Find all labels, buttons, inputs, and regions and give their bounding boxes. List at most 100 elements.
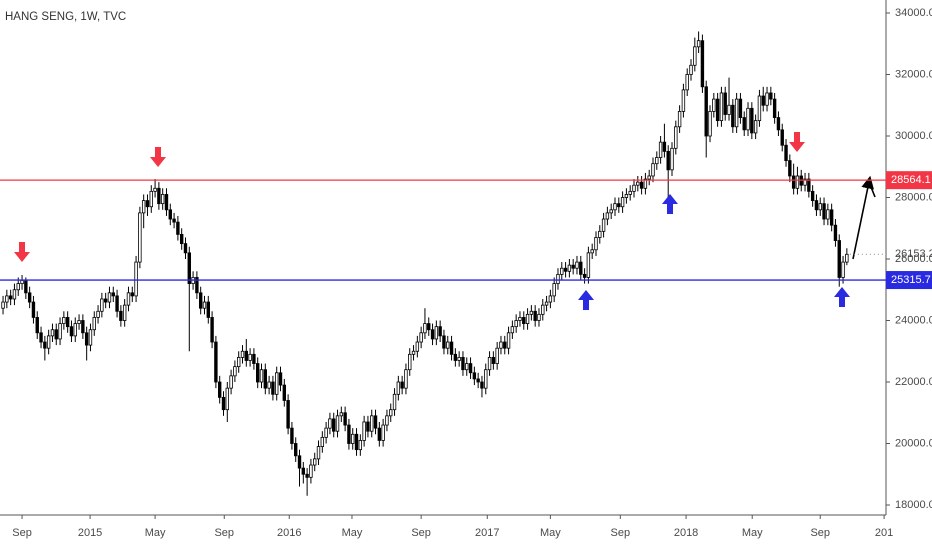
candle-body bbox=[122, 304, 127, 321]
candle-body bbox=[841, 261, 845, 278]
candle-body bbox=[541, 304, 545, 315]
candle-body bbox=[826, 209, 830, 220]
candle-body bbox=[164, 194, 169, 211]
blue-arrows bbox=[578, 194, 850, 310]
x-tick-label: May bbox=[540, 527, 561, 539]
candle-body bbox=[582, 273, 587, 278]
down-arrow bbox=[789, 132, 805, 152]
candle-body bbox=[465, 363, 469, 371]
candle-body bbox=[480, 381, 484, 389]
candle-body bbox=[88, 329, 93, 346]
candle-body bbox=[149, 190, 153, 208]
candle-body bbox=[221, 396, 226, 411]
projection-arrow-head bbox=[868, 181, 876, 198]
candle-body bbox=[96, 310, 100, 318]
candle-body bbox=[373, 415, 378, 429]
candle-body bbox=[282, 384, 287, 401]
candle-body bbox=[651, 163, 655, 177]
candle-body bbox=[244, 350, 249, 361]
candle-body bbox=[176, 221, 180, 235]
candle-body bbox=[43, 341, 47, 349]
candle-body bbox=[168, 209, 172, 220]
candle-body bbox=[639, 181, 644, 189]
candle-body bbox=[157, 187, 161, 205]
candle-body bbox=[803, 178, 807, 186]
candle-body bbox=[286, 400, 290, 429]
candle-body bbox=[430, 329, 435, 340]
candle-body bbox=[833, 224, 838, 241]
level-tag-label: 28564.1 bbox=[891, 174, 931, 186]
candle-body bbox=[757, 95, 762, 122]
candle-body bbox=[339, 412, 344, 417]
y-tick-label: 32000.0 bbox=[895, 68, 932, 80]
candle-body bbox=[130, 292, 134, 297]
candle-body bbox=[248, 353, 252, 361]
candle-body bbox=[31, 301, 36, 318]
candle-body bbox=[788, 160, 792, 177]
candle-body bbox=[119, 310, 123, 321]
down-arrow bbox=[14, 242, 30, 262]
candle-body bbox=[491, 357, 496, 364]
candle-body bbox=[423, 323, 427, 334]
candle-body bbox=[385, 415, 389, 426]
candle-body bbox=[396, 381, 401, 395]
candle-body bbox=[590, 249, 594, 254]
candle-body bbox=[297, 455, 302, 469]
candle-body bbox=[632, 184, 636, 192]
candle-body bbox=[100, 298, 104, 312]
y-tick-label: 20000.0 bbox=[895, 437, 932, 449]
candle-body bbox=[8, 295, 13, 300]
candle-body bbox=[567, 264, 572, 272]
candle-body bbox=[598, 230, 602, 238]
candle-body bbox=[198, 292, 203, 309]
candle-body bbox=[236, 357, 241, 368]
candle-body bbox=[727, 104, 731, 115]
candle-body bbox=[415, 341, 420, 352]
candle-body bbox=[738, 98, 743, 118]
candle-body bbox=[24, 280, 28, 294]
y-tick-label: 22000.0 bbox=[895, 376, 932, 388]
candle-body bbox=[290, 427, 294, 444]
candle-body bbox=[818, 203, 822, 211]
candle-body bbox=[537, 313, 541, 321]
candle-body bbox=[134, 261, 138, 297]
candle-body bbox=[370, 415, 374, 432]
x-tick-label: 2016 bbox=[277, 527, 301, 539]
candle-body bbox=[351, 433, 355, 444]
y-tick-label: 24000.0 bbox=[895, 314, 932, 326]
candle-body bbox=[438, 326, 442, 337]
candle-body bbox=[807, 178, 811, 192]
candle-body bbox=[183, 243, 188, 254]
candle-body bbox=[579, 261, 583, 275]
candle-body bbox=[845, 253, 849, 263]
candle-body bbox=[556, 273, 560, 285]
candle-body bbox=[571, 264, 575, 269]
candle-body bbox=[404, 369, 408, 389]
candle-body bbox=[58, 323, 62, 340]
candle-body bbox=[324, 427, 328, 438]
candle-body bbox=[278, 372, 283, 386]
candle-body bbox=[271, 381, 275, 395]
candle-body bbox=[77, 320, 81, 324]
candle-body bbox=[1, 301, 5, 309]
candle-body bbox=[153, 187, 157, 192]
candle-body bbox=[408, 353, 412, 371]
candle-body bbox=[624, 194, 629, 198]
candle-body bbox=[320, 436, 325, 447]
candle-body bbox=[594, 237, 598, 251]
candle-body bbox=[628, 190, 632, 195]
candle-body bbox=[389, 409, 393, 417]
y-tick-label: 34000.0 bbox=[895, 7, 932, 19]
candle-body bbox=[229, 375, 233, 389]
y-tick-label: 30000.0 bbox=[895, 130, 932, 142]
candle-body bbox=[73, 323, 77, 337]
candle-body bbox=[354, 433, 359, 451]
candle-body bbox=[780, 129, 784, 146]
candle-body bbox=[81, 320, 85, 334]
candle-body bbox=[693, 46, 697, 66]
candle-body bbox=[362, 421, 366, 441]
candle-body bbox=[772, 98, 777, 118]
candle-body bbox=[214, 341, 218, 383]
candle-body bbox=[305, 473, 309, 478]
